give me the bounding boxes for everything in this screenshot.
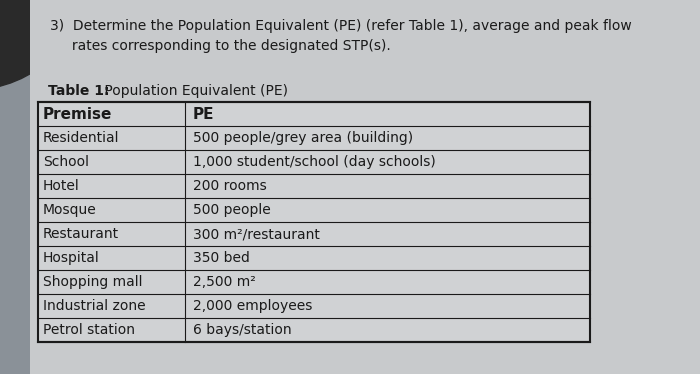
Text: Hotel: Hotel	[43, 179, 80, 193]
Text: 1,000 student/school (day schools): 1,000 student/school (day schools)	[193, 155, 435, 169]
Bar	[38, 102, 590, 342]
Text: rates corresponding to the designated STP(s).: rates corresponding to the designated ST…	[50, 39, 391, 53]
Text: 2,500 m²: 2,500 m²	[193, 275, 256, 289]
Bar	[38, 102, 590, 342]
Text: Industrial zone: Industrial zone	[43, 299, 146, 313]
Text: 350 bed: 350 bed	[193, 251, 250, 265]
Circle shape	[0, 0, 90, 90]
Text: Petrol station: Petrol station	[43, 323, 135, 337]
Text: 2,000 employees: 2,000 employees	[193, 299, 312, 313]
Text: Restaurant: Restaurant	[43, 227, 119, 241]
Text: 6 bays/station: 6 bays/station	[193, 323, 292, 337]
Text: Residential: Residential	[43, 131, 120, 145]
Text: PE: PE	[193, 107, 214, 122]
Text: Premise: Premise	[43, 107, 113, 122]
Text: 500 people/grey area (building): 500 people/grey area (building)	[193, 131, 413, 145]
Text: 200 rooms: 200 rooms	[193, 179, 267, 193]
Text: 500 people: 500 people	[193, 203, 271, 217]
Text: Shopping mall: Shopping mall	[43, 275, 143, 289]
Text: Population Equivalent (PE): Population Equivalent (PE)	[100, 84, 288, 98]
Text: School: School	[43, 155, 89, 169]
Text: Table 1:: Table 1:	[48, 84, 109, 98]
Text: 300 m²/restaurant: 300 m²/restaurant	[193, 227, 320, 241]
Text: 3)  Determine the Population Equivalent (PE) (refer Table 1), average and peak f: 3) Determine the Population Equivalent (…	[50, 19, 631, 33]
Text: Mosque: Mosque	[43, 203, 97, 217]
Text: Hospital: Hospital	[43, 251, 99, 265]
